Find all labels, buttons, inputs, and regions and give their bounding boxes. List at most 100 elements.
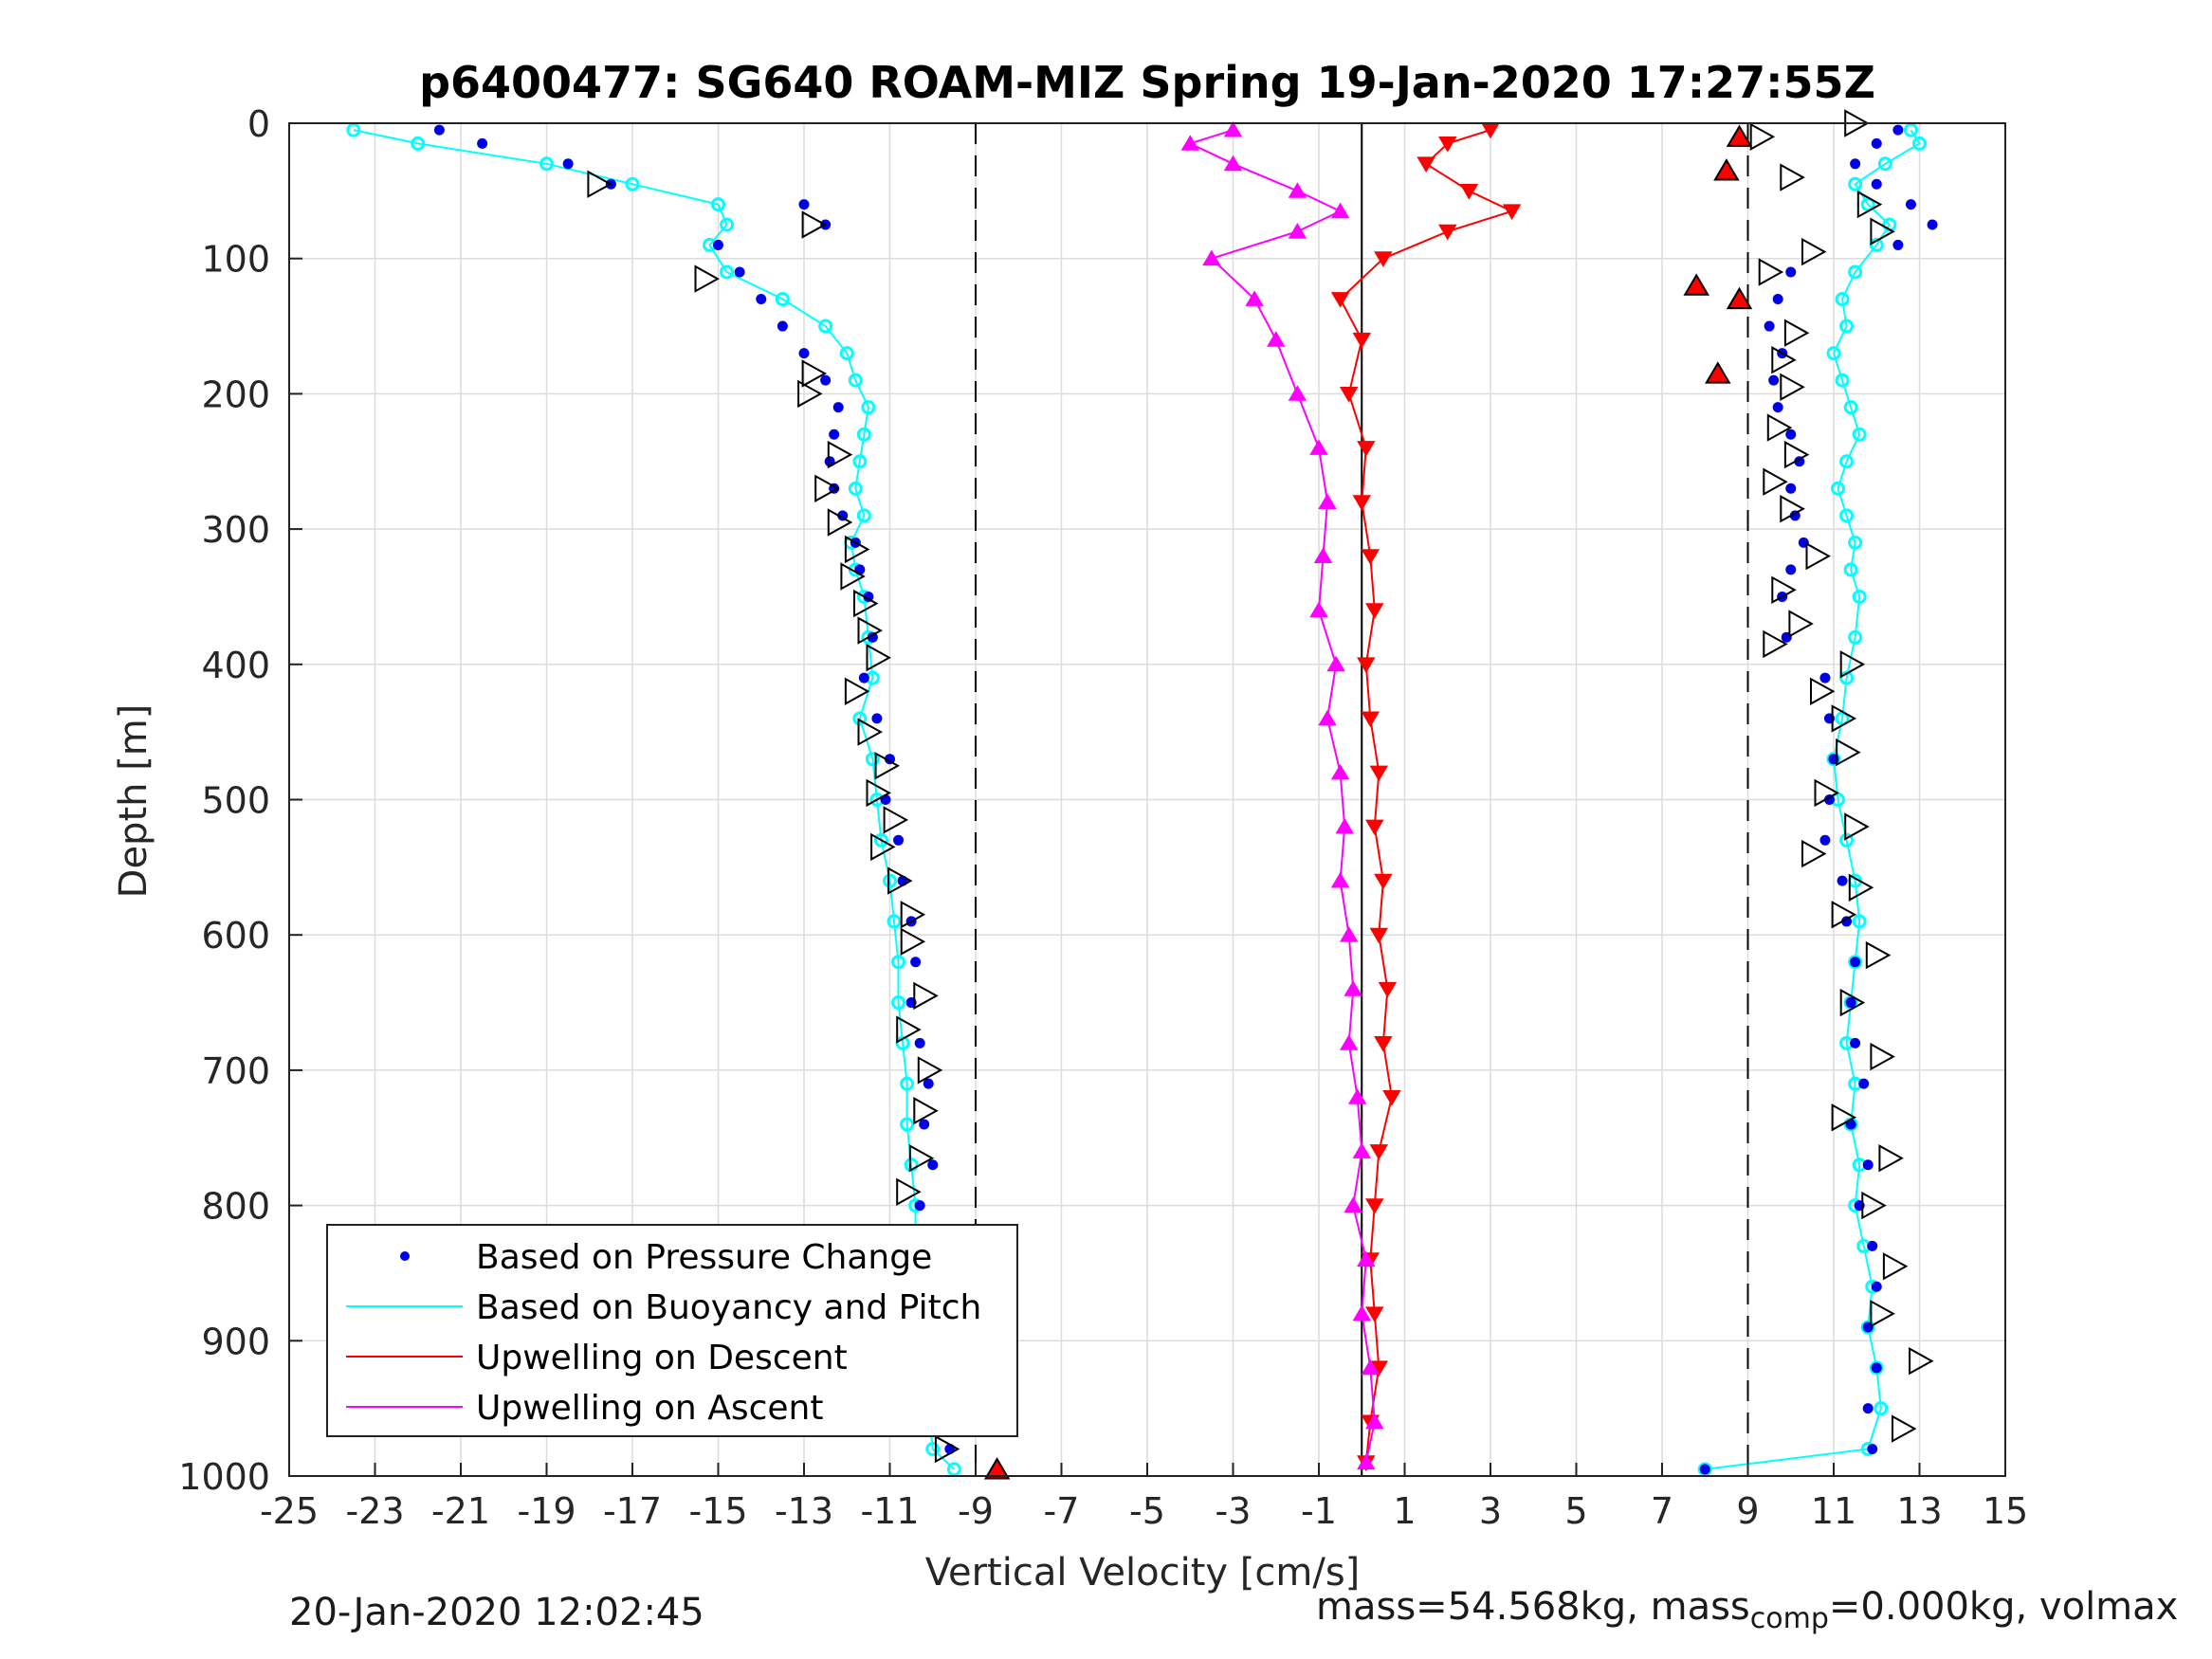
footer-timestamp: 20-Jan-2020 12:02:45 — [289, 1591, 704, 1634]
upwelling-descent-marker — [1365, 603, 1384, 619]
upwelling-ascent-marker — [1288, 223, 1307, 239]
x-tick-label: 13 — [1896, 1490, 1942, 1532]
pressure-point — [777, 320, 788, 332]
buoyancy-point — [891, 955, 906, 970]
pressure-point — [910, 957, 922, 968]
pressure-point — [914, 1200, 925, 1212]
upwelling-descent-marker — [1369, 1144, 1389, 1160]
open-triangle-marker — [801, 210, 828, 239]
buoyancy-point — [720, 264, 735, 280]
buoyancy-point — [1903, 122, 1918, 137]
buoyancy-point — [1848, 264, 1863, 280]
pressure-point — [1871, 1362, 1882, 1374]
pressure-point — [756, 294, 767, 305]
upwelling-descent-marker — [1357, 657, 1376, 673]
pressure-point — [1858, 1078, 1870, 1089]
y-tick-label: 600 — [201, 915, 270, 957]
x-tick-label: -9 — [958, 1490, 994, 1532]
open-triangle-marker — [1801, 839, 1827, 868]
open-triangle-marker — [1814, 778, 1839, 808]
open-triangle-marker — [1892, 1414, 1917, 1443]
upwelling-descent-marker — [1382, 1090, 1401, 1106]
upwelling-ascent-marker — [1357, 1453, 1376, 1470]
pressure-point — [871, 713, 883, 724]
pressure-point — [1785, 483, 1797, 494]
upwelling-descent-marker — [1369, 765, 1389, 782]
x-tick-label: -3 — [1216, 1490, 1252, 1532]
buoyancy-point — [852, 711, 868, 726]
buoyancy-point — [1877, 156, 1892, 172]
buoyancy-point — [1826, 752, 1841, 767]
upwelling-descent-marker — [1357, 441, 1376, 457]
upwelling-ascent-marker — [1335, 817, 1354, 834]
y-tick-label: 200 — [201, 374, 270, 415]
buoyancy-point — [1874, 1401, 1889, 1416]
open-triangle-marker — [814, 474, 840, 502]
legend-box — [326, 1224, 1018, 1437]
upwelling-ascent-marker — [1365, 1413, 1384, 1430]
pressure-point — [893, 834, 905, 846]
buoyancy-point — [1839, 454, 1855, 469]
upwelling-descent-marker — [1369, 927, 1389, 944]
buoyancy-point — [1848, 535, 1863, 550]
open-triangle-marker — [1848, 873, 1874, 902]
upwelling-ascent-marker — [1330, 871, 1350, 888]
pressure-point — [863, 591, 874, 602]
buoyancy-point — [900, 1117, 915, 1132]
open-triangle-marker — [913, 1097, 939, 1125]
open-triangle-marker — [844, 677, 870, 705]
buoyancy-point — [873, 832, 888, 848]
buoyancy-point — [856, 427, 871, 442]
upwelling-ascent-marker — [1288, 182, 1307, 198]
open-triangle-marker — [883, 806, 909, 834]
pressure-point — [1871, 178, 1882, 190]
open-triangle-marker — [913, 981, 939, 1011]
buoyancy-point — [1848, 629, 1863, 645]
buoyancy-point — [1831, 481, 1846, 496]
open-triangle-marker — [1758, 258, 1784, 286]
buoyancy-point — [1835, 711, 1850, 726]
open-triangle-marker — [1780, 373, 1805, 401]
pressure-point — [1837, 875, 1848, 886]
upwelling-descent-marker — [1438, 137, 1457, 153]
buoyancy-point — [539, 156, 554, 172]
upwelling-descent-marker — [1361, 549, 1380, 565]
upwelling-ascent-marker — [1309, 439, 1328, 455]
buoyancy-point — [1869, 237, 1884, 252]
legend: Based on Pressure Change Based on Buoyanc… — [326, 1224, 1018, 1437]
buoyancy-point — [711, 197, 725, 212]
filled-red-marker — [1705, 361, 1731, 384]
reference-lines — [975, 123, 1749, 1476]
pressure-point — [1871, 137, 1882, 149]
upwelling-ascent-marker — [1318, 709, 1337, 726]
buoyancy-point — [1843, 995, 1858, 1011]
buoyancy-point — [1826, 346, 1841, 361]
buoyancy-point — [1843, 562, 1858, 577]
pressure-point — [798, 199, 810, 210]
open-triangle-marker — [908, 1144, 935, 1173]
upwelling-descent-marker — [1374, 251, 1393, 267]
buoyancy-point — [848, 373, 863, 388]
pressure-point — [1785, 428, 1797, 440]
upwelling-descent-marker — [1352, 495, 1372, 511]
pressure-point — [1862, 1403, 1874, 1414]
buoyancy-point — [1860, 197, 1875, 212]
buoyancy-point — [625, 176, 640, 191]
pressure-point — [1862, 1159, 1874, 1171]
pressure-point — [1823, 794, 1835, 805]
pressure-point — [832, 402, 844, 413]
x-tick-label: 9 — [1736, 1490, 1759, 1532]
pressure-point — [923, 1078, 934, 1089]
upwelling-descent-marker — [1352, 332, 1372, 349]
buoyancy-point — [887, 914, 902, 929]
x-tick-label: 7 — [1651, 1490, 1673, 1532]
upwelling-ascent-marker — [1352, 1304, 1372, 1322]
pressure-point — [1699, 1464, 1710, 1475]
pressure-point — [713, 239, 723, 250]
open-triangle-marker — [1836, 738, 1861, 767]
buoyancy-point — [1839, 508, 1855, 523]
buoyancy-point — [1848, 176, 1863, 191]
open-triangle-marker — [1831, 704, 1857, 733]
open-triangle-marker — [1839, 650, 1866, 679]
upwelling-ascent-marker — [1223, 120, 1243, 137]
